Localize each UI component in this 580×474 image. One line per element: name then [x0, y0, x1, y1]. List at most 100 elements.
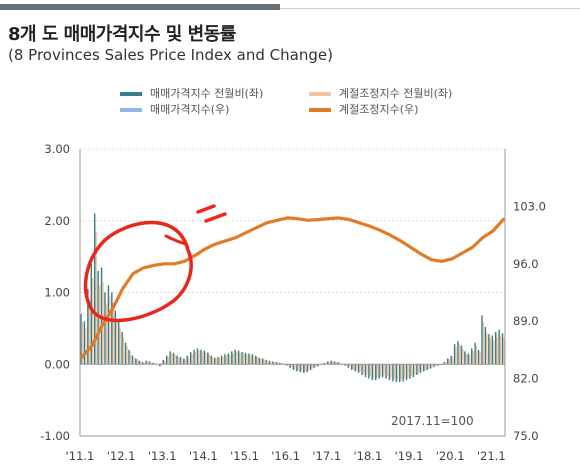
bar-mom-sa — [167, 357, 169, 365]
bar-mom-sa — [373, 364, 375, 378]
bar-mom-raw — [364, 364, 367, 378]
bar-mom-sa — [431, 364, 433, 368]
right-tick-label: 75.0 — [513, 429, 539, 443]
bar-mom-sa — [496, 336, 498, 365]
bar-mom-raw — [378, 364, 380, 379]
bar-mom-sa — [472, 350, 474, 365]
bar-mom-sa — [297, 364, 300, 371]
bar-mom-sa — [355, 364, 358, 371]
header-rule-light — [280, 8, 580, 9]
bar-mom-sa — [434, 364, 437, 367]
bar-mom-raw — [87, 288, 89, 365]
bar-mom-raw — [436, 364, 439, 366]
bar-mom-raw — [83, 321, 86, 365]
bar-mom-sa — [105, 303, 108, 365]
bar-mom-sa — [301, 364, 303, 372]
left-tick-label: 3.00 — [44, 142, 70, 156]
bar-mom-raw — [460, 345, 463, 365]
bar-mom-sa — [362, 364, 365, 374]
bar-mom-sa — [215, 358, 217, 365]
bar-mom-raw — [429, 364, 432, 369]
bar-mom-raw — [450, 355, 452, 365]
bar-mom-sa — [273, 362, 276, 365]
bar-mom-sa — [208, 354, 210, 365]
bar-mom-raw — [323, 362, 326, 365]
bar-mom-sa — [349, 364, 351, 368]
bar-mom-sa — [81, 322, 84, 365]
bar-mom-sa — [503, 337, 505, 365]
bar-mom-raw — [501, 333, 504, 365]
legend-swatch-mom_raw — [120, 92, 142, 96]
bar-mom-raw — [107, 285, 110, 365]
bar-mom-sa — [201, 352, 204, 365]
bar-mom-raw — [220, 355, 223, 365]
right-tick-label: 96.0 — [513, 257, 539, 271]
index-lines — [80, 216, 505, 359]
bar-mom-sa — [393, 364, 396, 379]
bar-mom-sa — [88, 299, 91, 365]
bar-mom-sa — [229, 354, 231, 365]
bar-mom-raw — [227, 353, 230, 365]
bar-mom-raw — [453, 344, 456, 365]
bar-mom-raw — [272, 361, 274, 365]
bar-mom-raw — [100, 267, 103, 365]
legend-swatch-index_raw — [120, 108, 142, 112]
bar-mom-raw — [148, 361, 151, 365]
x-tick-label: '20.1 — [436, 449, 465, 463]
bar-mom-sa — [163, 360, 166, 365]
bar-mom-raw — [117, 321, 120, 365]
bar-mom-raw — [135, 358, 137, 365]
bar-mom-sa — [136, 359, 138, 365]
bar-mom-sa — [328, 362, 330, 365]
bar-mom-sa — [263, 359, 265, 365]
bar-mom-raw — [210, 355, 212, 365]
bar-mom-raw — [296, 364, 298, 372]
x-tick-label: '17.1 — [312, 449, 341, 463]
bar-mom-raw — [409, 364, 411, 379]
bar-mom-raw — [344, 364, 346, 366]
bar-mom-sa — [458, 344, 461, 365]
bar-mom-raw — [375, 364, 377, 381]
legend-label-mom_raw: 매매가격지수 전월비(좌) — [150, 87, 263, 100]
left-tick-label: 2.00 — [44, 214, 70, 228]
bar-mom-raw — [412, 364, 415, 378]
bar-mom-raw — [347, 364, 350, 368]
bar-mom-sa — [198, 350, 200, 365]
bar-mom-raw — [309, 364, 312, 370]
bar-mom-sa — [451, 357, 454, 365]
bar-mom-raw — [162, 359, 164, 365]
bar-mom-raw — [354, 364, 356, 372]
bar-mom-raw — [265, 359, 267, 365]
bar-mom-raw — [351, 364, 353, 370]
bar-mom-sa — [246, 354, 248, 365]
bar-mom-raw — [121, 331, 123, 365]
bar-mom-sa — [386, 364, 389, 377]
bar-mom-raw — [426, 364, 428, 370]
bar-mom-raw — [268, 360, 271, 365]
bar-mom-raw — [477, 349, 480, 365]
bar-mom-raw — [275, 362, 278, 365]
bar-mom-sa — [403, 364, 406, 379]
bar-mom-sa — [475, 345, 478, 365]
right-tick-label: 82.0 — [513, 372, 539, 386]
legend-label-index_raw: 매매가격지수(우) — [150, 103, 229, 116]
bar-mom-raw — [213, 357, 216, 365]
x-tick-label: '16.1 — [271, 449, 300, 463]
bar-mom-raw — [169, 351, 171, 365]
base-note: 2017.11=100 — [391, 414, 474, 428]
bar-mom-raw — [392, 364, 394, 382]
bar-mom-raw — [443, 362, 446, 365]
bar-mom-sa — [225, 355, 228, 365]
bar-mom-sa — [335, 362, 337, 365]
bar-mom-sa — [95, 231, 97, 365]
x-tick-label: '19.1 — [395, 449, 424, 463]
bar-mom-raw — [196, 348, 199, 365]
chart-title: 8개 도 매매가격지수 및 변동률 — [8, 24, 236, 45]
bar-mom-sa — [256, 357, 258, 365]
bar-mom-sa — [407, 364, 409, 378]
bar-mom-sa — [465, 353, 468, 365]
bar-mom-raw — [200, 349, 202, 365]
bar-mom-raw — [145, 360, 147, 365]
bar-mom-sa — [235, 352, 238, 365]
bar-mom-raw — [464, 351, 466, 365]
